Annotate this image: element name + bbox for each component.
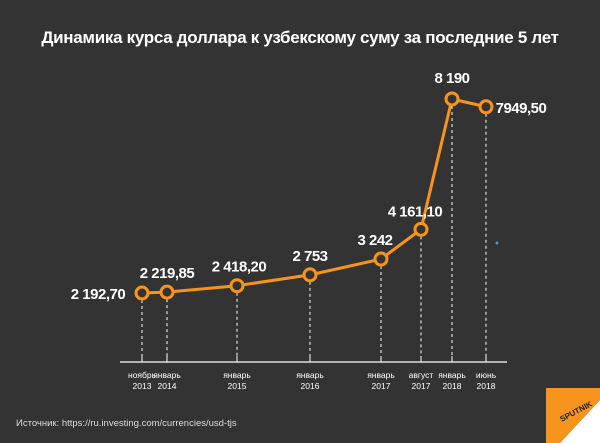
- x-tick-label: ноябрь: [128, 370, 157, 380]
- data-point: [478, 99, 494, 115]
- data-label: 2 418,20: [212, 259, 267, 276]
- data-label: 8 190: [434, 70, 469, 87]
- source-note: Источник: https://ru.investing.com/curre…: [16, 418, 237, 429]
- x-tick-label: январь: [438, 370, 466, 380]
- x-tick-label: 2017: [372, 381, 391, 391]
- x-tick-label: 2015: [228, 381, 247, 391]
- data-label: 2 219,85: [140, 265, 195, 282]
- data-label: 7949,50: [496, 100, 547, 117]
- x-tick-label: 2017: [412, 381, 431, 391]
- data-point: [229, 278, 245, 294]
- x-tick-label: 2014: [158, 381, 177, 391]
- x-tick-label: 2018: [443, 381, 462, 391]
- series-line: [141, 97, 487, 295]
- data-label: 2 753: [292, 248, 327, 265]
- x-tick-label: январь: [153, 370, 181, 380]
- data-point: [373, 251, 389, 267]
- x-tick-label: 2013: [133, 381, 152, 391]
- data-label: 2 192,70: [71, 286, 126, 303]
- x-tick-label: январь: [296, 370, 324, 380]
- data-point: [413, 221, 429, 237]
- data-point: [134, 285, 150, 301]
- chart-title: Динамика курса доллара к узбекскому суму…: [41, 28, 559, 47]
- x-tick-label: 2018: [477, 381, 496, 391]
- x-tick-label: 2016: [301, 381, 320, 391]
- data-label: 4 161,10: [388, 203, 443, 220]
- x-tick-label: июнь: [476, 370, 497, 380]
- x-tick-label: январь: [223, 370, 251, 380]
- data-point: [302, 267, 318, 283]
- x-tick-label: август: [409, 370, 434, 380]
- data-point: [159, 284, 175, 300]
- x-tick-label: январь: [367, 370, 395, 380]
- data-label: 3 242: [357, 232, 392, 249]
- data-point: [444, 91, 460, 107]
- dot-marker: [495, 241, 499, 245]
